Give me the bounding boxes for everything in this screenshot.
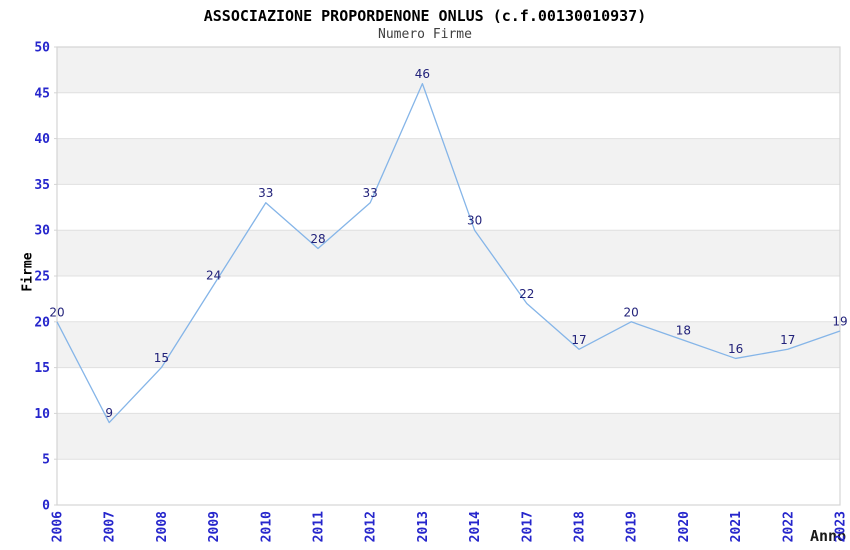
data-label: 18 (676, 324, 691, 338)
plot-band (57, 47, 840, 93)
data-label: 20 (49, 305, 64, 319)
plot-band (57, 138, 840, 185)
y-tick-label: 30 (34, 224, 50, 239)
data-label: 19 (832, 314, 847, 328)
x-tick-label: 2008 (155, 511, 170, 542)
x-tick-label: 2007 (103, 511, 118, 542)
series-line (56, 82, 841, 424)
plot-band (57, 230, 840, 276)
data-label: 20 (624, 305, 639, 319)
y-tick-label: 10 (34, 407, 50, 422)
x-tick-label: 2018 (573, 511, 588, 542)
data-label: 22 (519, 287, 534, 301)
y-tick-label: 5 (42, 453, 50, 468)
plot-band (57, 321, 840, 368)
data-label: 17 (571, 333, 586, 347)
data-label: 15 (154, 351, 169, 365)
x-tick-label: 2009 (207, 511, 222, 542)
x-tick-label: 2021 (729, 511, 744, 542)
x-tick-label: 2012 (364, 511, 379, 542)
data-label: 16 (728, 342, 743, 356)
data-label: 30 (467, 214, 482, 228)
data-label: 9 (105, 406, 113, 420)
x-tick-label: 2014 (468, 511, 483, 542)
data-label: 33 (258, 186, 273, 200)
y-tick-label: 40 (34, 132, 50, 147)
x-tick-label: 2011 (312, 511, 327, 542)
data-label: 17 (780, 333, 795, 347)
data-label: 33 (363, 186, 378, 200)
x-tick-label: 2022 (781, 511, 796, 542)
y-tick-label: 15 (34, 361, 50, 376)
x-tick-label: 2020 (677, 511, 692, 542)
y-tick-label: 35 (34, 178, 50, 193)
x-tick-label: 2019 (625, 511, 640, 542)
data-label: 24 (206, 269, 221, 283)
chart-subtitle: Numero Firme (378, 27, 472, 42)
x-tick-label: 2023 (834, 511, 849, 542)
y-tick-label: 50 (34, 41, 50, 56)
x-tick-label: 2017 (520, 511, 535, 542)
data-label: 46 (415, 67, 430, 81)
x-tick-label: 2013 (416, 511, 431, 542)
y-tick-label: 45 (34, 86, 50, 101)
x-tick-label: 2006 (51, 511, 66, 542)
data-label: 28 (310, 232, 325, 246)
x-tick-label: 2010 (259, 511, 274, 542)
x-axis-title: Anno (810, 527, 847, 545)
y-tick-label: 20 (34, 315, 50, 330)
plot-band (57, 413, 840, 460)
chart-title: ASSOCIAZIONE PROPORDENONE ONLUS (c.f.001… (203, 7, 647, 25)
y-tick-label: 25 (34, 270, 50, 285)
y-tick-label: 0 (42, 499, 50, 514)
